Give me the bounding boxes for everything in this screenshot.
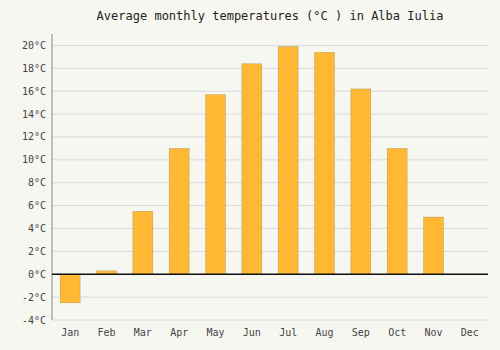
y-axis: -4°C -2°C 0°C 2°C 4°C 6°C 8°C 10°C 12°C 14°C 16°C 1… <box>22 40 488 326</box>
grid-line <box>52 91 488 92</box>
y-tick-label: 18°C <box>22 63 46 74</box>
y-tick-label: 12°C <box>22 131 46 142</box>
grid-line <box>52 114 488 115</box>
x-axis: Jan Feb Mar Apr May Jun Jul Aug Sep Oct Nov Dec <box>61 327 479 338</box>
bar <box>133 211 153 274</box>
x-tick-label: Feb <box>97 327 115 338</box>
chart-container: Average monthly temperatures (°C ) in Al… <box>0 0 500 350</box>
grid-line <box>52 274 488 275</box>
x-tick-label: Oct <box>388 327 406 338</box>
y-tick-label: 8°C <box>28 177 46 188</box>
y-tick-label: 20°C <box>22 40 46 51</box>
bar <box>242 64 262 274</box>
bar <box>278 47 298 275</box>
y-tick-label: 16°C <box>22 86 46 97</box>
x-tick-label: Nov <box>424 327 442 338</box>
grid-line <box>52 182 488 183</box>
grid-line <box>52 68 488 69</box>
grid-line <box>52 320 488 321</box>
x-tick-label: Jun <box>243 327 261 338</box>
bar <box>351 89 371 274</box>
grid-line <box>52 45 488 46</box>
grid-line <box>52 297 488 298</box>
bar <box>315 52 335 274</box>
x-tick-label: Apr <box>170 327 188 338</box>
grid-line <box>52 159 488 160</box>
grid-line <box>52 136 488 137</box>
y-axis-line <box>52 34 53 320</box>
y-tick-label: 6°C <box>28 200 46 211</box>
y-tick-label: -2°C <box>22 292 46 303</box>
x-tick-label: May <box>206 327 224 338</box>
bar <box>206 95 226 275</box>
x-tick-label: Sep <box>352 327 370 338</box>
bar <box>60 274 80 303</box>
y-tick-label: -4°C <box>22 315 46 326</box>
x-tick-label: Dec <box>461 327 479 338</box>
y-tick-label: 4°C <box>28 223 46 234</box>
bar <box>424 217 444 274</box>
x-tick-label: Aug <box>315 327 333 338</box>
x-tick-label: Jan <box>61 327 79 338</box>
grid-line <box>52 228 488 229</box>
x-tick-label: Jul <box>279 327 297 338</box>
grid-line <box>52 205 488 206</box>
title: Average monthly temperatures (°C ) in Al… <box>97 9 444 23</box>
x-tick-label: Mar <box>134 327 152 338</box>
bar <box>169 148 189 274</box>
chart: Average monthly temperatures (°C ) in Al… <box>0 0 500 350</box>
y-tick-label: 2°C <box>28 246 46 257</box>
grid-line <box>52 251 488 252</box>
bar <box>387 148 407 274</box>
y-tick-label: 14°C <box>22 109 46 120</box>
baseline <box>52 273 488 275</box>
bars <box>60 47 443 303</box>
y-tick-label: 10°C <box>22 154 46 165</box>
y-tick-label: 0°C <box>28 269 46 280</box>
